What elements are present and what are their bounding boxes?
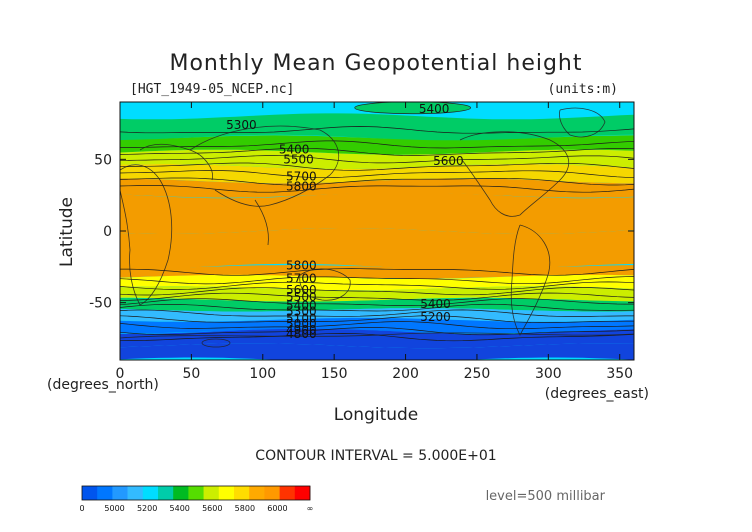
colorbar-swatch	[294, 486, 311, 500]
y-tick-label: 50	[94, 152, 112, 168]
contour-line	[120, 298, 634, 306]
colorbar-tick-label: 5800	[235, 504, 255, 513]
units-label: (units:m)	[548, 82, 618, 97]
chart-title: Monthly Mean Geopotential height	[169, 51, 582, 76]
contour-interval: CONTOUR INTERVAL = 5.000E+01	[255, 448, 496, 464]
contour-line	[120, 287, 634, 296]
colorbar-frame	[81, 485, 311, 501]
contour-label: 5600	[433, 154, 464, 168]
high-latitude-blob	[354, 102, 472, 115]
colorbar-swatch	[142, 486, 159, 500]
x-tick-label: 200	[392, 366, 419, 382]
height-band	[120, 192, 634, 234]
colorbar-swatch	[234, 486, 250, 500]
colorbar-tick-label: 5400	[170, 504, 190, 513]
x-tick-label: 100	[249, 366, 276, 382]
colorbar-swatch	[127, 486, 144, 500]
x-tick-label: 50	[182, 366, 200, 382]
height-band	[120, 265, 634, 279]
colorbar-swatch	[82, 486, 98, 500]
file-label: [HGT_1949-05_NCEP.nc]	[130, 82, 294, 97]
contour-line	[120, 162, 634, 171]
y-tick-label: 0	[103, 224, 112, 240]
contour-label: 5800	[286, 258, 317, 272]
contour-line	[120, 327, 634, 336]
contour-label: 4900	[286, 323, 317, 337]
height-band	[120, 343, 634, 360]
colorbar-swatch	[264, 486, 280, 500]
contour-line	[120, 292, 634, 301]
colorbar-tick-label: 6000	[267, 504, 287, 513]
contour-label: 5400	[286, 299, 317, 313]
colorbar-swatch	[249, 486, 265, 500]
contour-label: 5400	[420, 297, 451, 311]
x-unit-right: (degrees_east)	[545, 386, 649, 402]
contour-line	[120, 321, 634, 330]
contour-label: 5600	[286, 283, 317, 297]
contour-line	[120, 155, 634, 164]
height-band	[120, 308, 634, 322]
contour-label: 5700	[286, 170, 317, 184]
height-band	[120, 149, 634, 169]
contour-label: 5100	[286, 311, 317, 325]
height-band	[120, 228, 634, 270]
colorbar-swatch	[97, 486, 113, 500]
colorbar-swatch	[173, 486, 189, 500]
contour-line	[120, 309, 634, 317]
contour-label: 5400	[419, 102, 450, 116]
coastlines	[120, 107, 634, 348]
colorbar-tick-label: 5200	[137, 504, 157, 513]
x-tick-label: 0	[116, 366, 125, 382]
contour-label: 5300	[226, 118, 257, 132]
contour-label: 5000	[286, 317, 317, 331]
contour-line	[120, 281, 634, 290]
x-tick-label: 350	[606, 366, 633, 382]
height-band	[120, 178, 634, 198]
colorbar-tick-label: 5000	[104, 504, 124, 513]
contour-line	[120, 303, 634, 312]
x-axis-label: Longitude	[334, 405, 419, 425]
contour-label: 4800	[286, 327, 317, 341]
height-band	[120, 328, 634, 349]
y-axis-label: Latitude	[57, 197, 77, 267]
contour-line	[120, 140, 634, 149]
contour-line	[120, 126, 634, 134]
colorbar-swatch	[279, 486, 296, 500]
height-band	[120, 135, 634, 155]
colorbar: 0 5000 5200 5400 5600 5800 6000 ∞	[79, 485, 314, 513]
level-text: level=500 millibar	[486, 489, 606, 504]
height-band	[120, 274, 634, 291]
colorbar-swatch	[158, 486, 174, 500]
contour-label: 5500	[286, 290, 317, 304]
contour-label: 5300	[286, 304, 317, 318]
colorbar-tick-label: 5600	[202, 504, 222, 513]
contour-label: 5400	[279, 142, 310, 156]
contour-label: 5800	[286, 180, 317, 194]
contour-line	[120, 276, 634, 285]
colorbar-swatch	[203, 486, 220, 500]
x-tick-label: 250	[464, 366, 491, 382]
contour-label: 5200	[420, 310, 451, 324]
x-unit-left: (degrees_north)	[47, 377, 159, 393]
contour-label: 5700	[286, 271, 317, 285]
contour-line	[120, 170, 634, 179]
y-tick-label: -50	[89, 296, 112, 312]
height-band	[120, 286, 634, 302]
colorbar-swatch	[112, 486, 128, 500]
contour-line	[120, 315, 634, 323]
colorbar-tick-label: 0	[79, 504, 84, 513]
x-tick-label: 150	[321, 366, 348, 382]
contour-line	[120, 147, 634, 156]
colorbar-swatch	[218, 486, 235, 500]
x-tick-label: 300	[535, 366, 562, 382]
contour-label: 5500	[283, 152, 314, 166]
contour-line	[120, 177, 634, 186]
colorbar-swatch	[188, 486, 204, 500]
colorbar-tick-label: ∞	[307, 504, 314, 513]
